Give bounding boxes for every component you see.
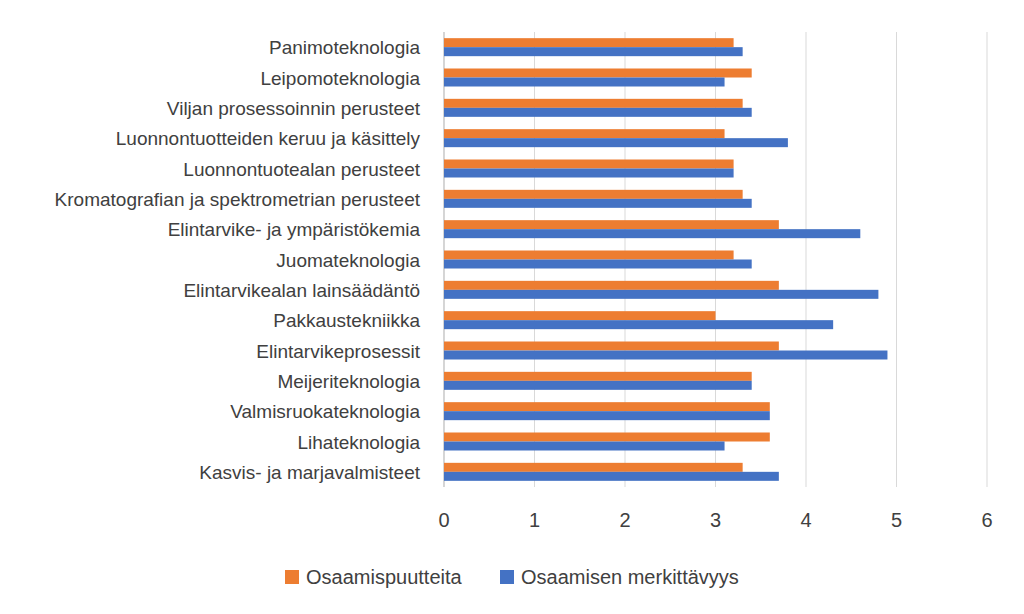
category-label: Kasvis- ja marjavalmisteet: [199, 462, 420, 483]
category-label: Elintarvikeprosessit: [256, 341, 420, 362]
bar: [444, 290, 878, 299]
tick-label: 3: [710, 509, 721, 531]
bar: [444, 281, 779, 290]
bar: [444, 38, 734, 47]
bar: [444, 342, 779, 351]
bar: [444, 260, 752, 269]
bar: [444, 320, 833, 329]
category-label: Viljan prosessoinnin perusteet: [167, 98, 421, 119]
tick-label: 2: [619, 509, 630, 531]
tick-label: 1: [529, 509, 540, 531]
bar: [444, 78, 725, 87]
category-label: Luonnontuotealan perusteet: [183, 159, 420, 180]
bar: [444, 472, 779, 481]
bar: [444, 160, 734, 169]
tick-label: 6: [981, 509, 992, 531]
bar: [444, 169, 734, 178]
bar: [444, 138, 788, 147]
bar: [444, 47, 743, 56]
bars: [444, 38, 887, 481]
grid-line: [896, 32, 897, 487]
legend-swatch: [500, 570, 514, 584]
category-label: Panimoteknologia: [269, 37, 420, 58]
category-label: Elintarvike- ja ympäristökemia: [168, 219, 421, 240]
grid-line: [987, 32, 988, 487]
category-label: Lihateknologia: [297, 432, 420, 453]
bar: [444, 442, 725, 451]
category-label: Leipomoteknologia: [260, 68, 420, 89]
bar: [444, 229, 860, 238]
legend: Osaamispuutteita Osaamisen merkittävyys: [285, 566, 739, 588]
legend-label: Osaamispuutteita: [306, 566, 463, 588]
bar: [444, 99, 743, 108]
category-label: Valmisruokateknologia: [230, 401, 420, 422]
bar: [444, 402, 770, 411]
legend-swatch: [285, 570, 299, 584]
tick-label: 0: [438, 509, 449, 531]
category-label: Pakkaustekniikka: [273, 310, 420, 331]
bar: [444, 69, 752, 78]
tick-label: 5: [891, 509, 902, 531]
bar: [444, 372, 752, 381]
grid: [444, 32, 987, 487]
legend-label: Osaamisen merkittävyys: [521, 566, 739, 588]
bar: [444, 251, 734, 260]
category-label: Luonnontuotteiden keruu ja käsittely: [116, 128, 421, 149]
grid-line: [806, 32, 807, 487]
bar: [444, 190, 743, 199]
category-label: Juomateknologia: [276, 250, 420, 271]
category-label: Elintarvikealan lainsäädäntö: [183, 280, 420, 301]
bar: [444, 463, 743, 472]
bar: [444, 108, 752, 117]
bar: [444, 381, 752, 390]
bar: [444, 311, 716, 320]
bar: [444, 351, 887, 360]
bar: [444, 199, 752, 208]
category-label: Kromatografian ja spektrometrian peruste…: [55, 189, 421, 210]
bar: [444, 433, 770, 442]
chart-container: 0 1 2 3 4 5 6 Panimoteknologia Leipomoteknologia…: [0, 0, 1024, 614]
category-label: Meijeriteknologia: [277, 371, 420, 392]
bar: [444, 129, 725, 138]
bar: [444, 411, 770, 420]
bar: [444, 220, 779, 229]
chart-svg: 0 1 2 3 4 5 6 Panimoteknologia Leipomoteknologia…: [0, 0, 1024, 614]
tick-label: 4: [800, 509, 811, 531]
